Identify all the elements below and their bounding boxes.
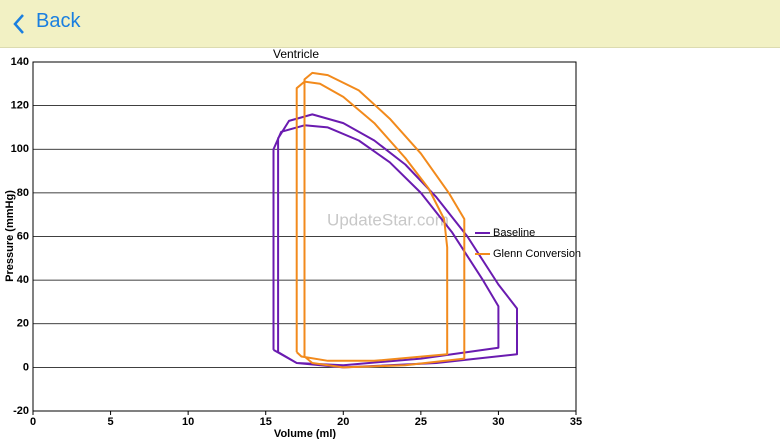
header-bar: Back [0,0,780,48]
chart: Ventricle Volume (ml) Pressure (mmHg) Up… [4,47,582,439]
legend-label: Baseline [493,227,535,239]
x-tick-label: 35 [570,416,582,428]
watermark: UpdateStar.com [327,210,449,229]
back-button[interactable]: Back [36,10,81,32]
y-tick-label: -20 [13,405,29,417]
plot-frame [32,61,577,412]
y-tick-label: 80 [17,187,29,199]
y-tick-label: 20 [17,318,29,330]
y-tick-label: 140 [11,56,29,68]
chart-title: Ventricle [273,47,319,61]
x-tick-label: 5 [108,416,114,428]
y-axis-label: Pressure (mmHg) [4,190,16,282]
back-chevron[interactable] [12,13,26,35]
x-tick-label: 0 [30,416,36,428]
y-tick-label: 0 [23,361,29,373]
x-tick-label: 30 [492,416,504,428]
y-tick-label: 120 [11,100,29,112]
x-axis-label: Volume (ml) [274,428,336,439]
y-tick-label: 40 [17,274,29,286]
x-tick-label: 25 [415,416,427,428]
x-tick-label: 10 [182,416,194,428]
y-tick-label: 60 [17,230,29,242]
y-tick-label: 100 [11,143,29,155]
x-tick-label: 15 [260,416,272,428]
x-tick-label: 20 [337,416,349,428]
series-line [295,71,466,369]
series-line [272,113,518,369]
legend-label: Glenn Conversion [493,248,581,260]
